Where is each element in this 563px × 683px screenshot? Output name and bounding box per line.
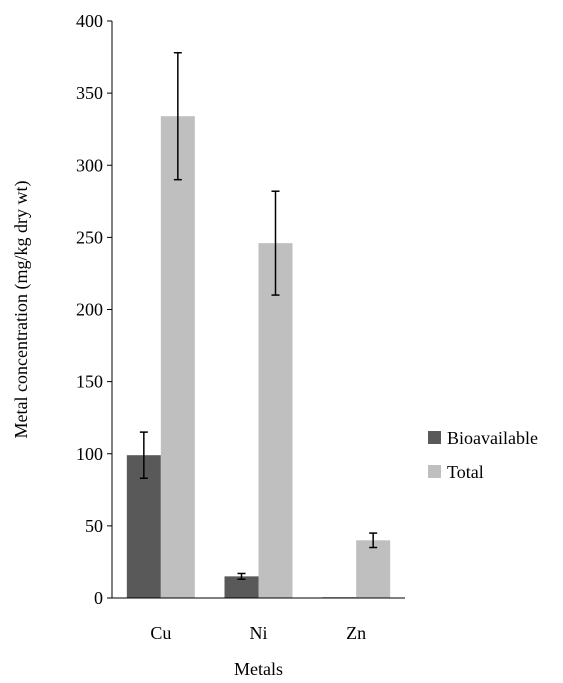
bar-groups	[126, 116, 391, 598]
error-bar-total-ni	[271, 190, 280, 296]
legend-label-bioavailable: Bioavailable	[447, 428, 538, 448]
legend: Bioavailable Total	[428, 428, 538, 482]
y-tick-label: 400	[76, 11, 103, 31]
x-tick-label-zn: Zn	[346, 623, 366, 643]
y-tick-label: 100	[76, 444, 103, 464]
x-tick-label-cu: Cu	[150, 623, 171, 643]
legend-label-total: Total	[447, 462, 484, 482]
bar-bioavailable-ni	[224, 576, 259, 598]
bar-total-zn	[356, 540, 391, 598]
y-tick-label: 250	[76, 227, 103, 247]
error-bars	[139, 51, 378, 580]
x-axis-title: Metals	[234, 659, 283, 679]
legend-swatch-total	[428, 465, 441, 478]
y-axis-ticks: 0 50 100 150 200 250 300 350 400	[76, 11, 112, 608]
y-tick-label: 150	[76, 372, 103, 392]
y-tick-label: 0	[94, 588, 103, 608]
error-bar-bioavailable-cu	[139, 431, 148, 480]
x-tick-label-ni: Ni	[250, 623, 268, 643]
error-bar-total-cu	[173, 51, 182, 181]
x-axis-tick-labels: Cu Ni Zn	[150, 623, 366, 643]
error-bar-bioavailable-ni	[237, 572, 246, 580]
bar-total-cu	[160, 116, 195, 598]
y-tick-label: 50	[85, 516, 103, 536]
bar-total-ni	[258, 243, 293, 598]
error-bar-total-zn	[369, 532, 378, 549]
legend-swatch-bioavailable	[428, 431, 441, 444]
y-axis-title: Metal concentration (mg/kg dry wt)	[11, 181, 32, 439]
y-tick-label: 350	[76, 83, 103, 103]
y-tick-label: 200	[76, 300, 103, 320]
y-tick-label: 300	[76, 155, 103, 175]
